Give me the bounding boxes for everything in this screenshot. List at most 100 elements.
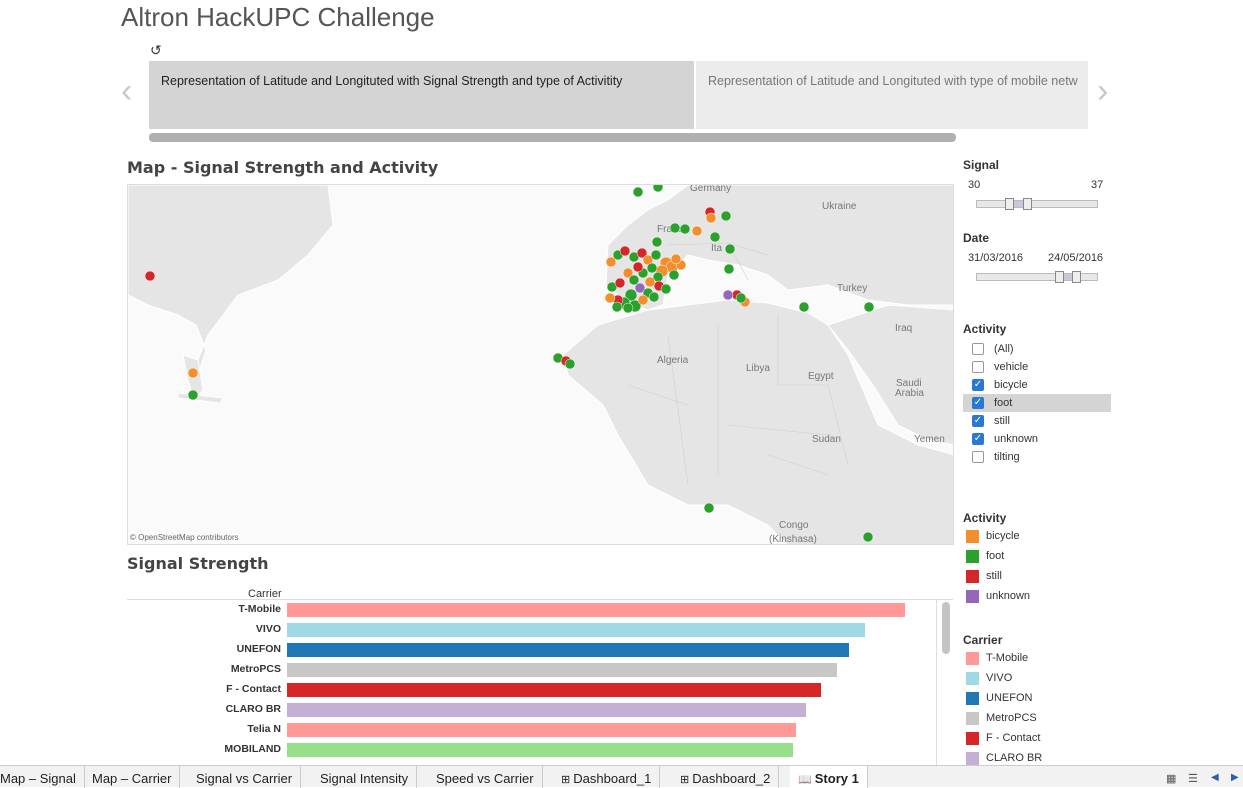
scroll-tabs-right-icon[interactable]: ▶ — [1231, 772, 1239, 783]
map-point — [723, 263, 735, 275]
activity-option-bicycle[interactable]: ✓ bicycle — [972, 379, 1028, 391]
sheet-tab-label: Dashboard_1 — [573, 771, 652, 786]
dashboard-icon: ⊞ — [561, 774, 574, 786]
checkbox-checked[interactable]: ✓ — [972, 415, 984, 427]
sheet-tab[interactable]: ⊞ Dashboard_1 — [553, 766, 661, 788]
checkbox-checked[interactable]: ✓ — [972, 379, 984, 391]
signal-min-value: 30 — [968, 179, 981, 191]
date-min-thumb[interactable] — [1055, 271, 1064, 283]
bar-row[interactable]: CLARO BR — [127, 700, 953, 720]
story-point-2[interactable]: Representation of Latitude and Longitute… — [696, 61, 1088, 129]
map-view[interactable]: Germany Ukraine France Ita Turkey Iraq A… — [127, 184, 954, 545]
map-point — [679, 223, 691, 235]
legend-item[interactable]: unknown — [963, 586, 1030, 606]
legend-item[interactable]: UNEFON — [963, 688, 1042, 708]
legend-item[interactable]: still — [963, 566, 1030, 586]
bar[interactable] — [287, 683, 821, 697]
bar-row[interactable]: UNEFON — [127, 640, 953, 660]
legend-item[interactable]: T-Mobile — [963, 648, 1042, 668]
revert-icon[interactable]: ↺ — [150, 42, 162, 58]
bar[interactable] — [287, 623, 865, 637]
legend-item[interactable]: MetroPCS — [963, 708, 1042, 728]
legend-item[interactable]: F - Contact — [963, 728, 1042, 748]
sheet-tab[interactable]: ⊞ Dashboard_2 — [672, 766, 780, 788]
legend-item[interactable]: foot — [963, 546, 1030, 566]
signal-range-slider[interactable] — [976, 198, 1098, 210]
next-story-point-arrow-icon[interactable]: › — [1097, 72, 1109, 110]
story-point-1[interactable]: Representation of Latitude and Longitute… — [149, 61, 694, 129]
activity-option-unknown[interactable]: ✓ unknown — [972, 433, 1039, 445]
map-point — [703, 502, 715, 514]
map-label: Ita — [711, 243, 723, 254]
sheet-tab-label: Speed vs Carrier — [436, 771, 534, 786]
activity-option-vehicle[interactable]: vehicle — [963, 358, 1111, 376]
sheet-tab[interactable]: Signal Intensity — [312, 766, 418, 788]
chart-vertical-scrollbar[interactable] — [942, 602, 950, 654]
bar[interactable] — [287, 603, 905, 617]
map-point — [648, 291, 660, 303]
sheet-tab[interactable]: Map – Signal — [0, 766, 85, 788]
bar[interactable] — [287, 743, 793, 757]
bar[interactable] — [287, 703, 806, 717]
map-point — [709, 231, 721, 243]
date-range-slider[interactable] — [976, 271, 1098, 283]
map-points[interactable] — [144, 185, 875, 543]
bar-row[interactable]: VIVO — [127, 620, 953, 640]
checkbox-checked[interactable]: ✓ — [972, 397, 984, 409]
checkbox[interactable] — [972, 343, 984, 355]
sheet-tab[interactable]: Speed vs Carrier — [428, 766, 543, 788]
sheet-tab-label: Dashboard_2 — [692, 771, 771, 786]
map-point — [622, 267, 634, 279]
map-label: Turkey — [837, 283, 867, 294]
legend-item[interactable]: bicycle — [963, 526, 1030, 546]
carrier-column-header: Carrier — [248, 588, 282, 600]
bar[interactable] — [287, 643, 849, 657]
date-filter-label: Date — [963, 231, 990, 245]
story-scrollbar[interactable] — [149, 133, 956, 142]
map-point — [634, 282, 646, 294]
activity-option-tilting[interactable]: tilting — [963, 448, 1111, 466]
map-point — [619, 245, 631, 257]
map-point — [660, 283, 672, 295]
previous-story-point-arrow-icon[interactable]: ‹ — [121, 72, 133, 110]
grid-view-icon[interactable]: ▦ — [1166, 773, 1177, 785]
map-point — [637, 294, 649, 306]
list-view-icon[interactable]: ☰ — [1188, 773, 1198, 785]
bar-row[interactable]: MOBILAND — [127, 740, 953, 760]
activity-option-foot[interactable]: ✓ foot — [963, 394, 1111, 412]
checkbox-checked[interactable]: ✓ — [972, 433, 984, 445]
legend-swatch — [966, 671, 979, 685]
sheet-tab-label: Signal Intensity — [320, 771, 409, 786]
map-point — [605, 256, 617, 268]
legend-item[interactable]: CLARO BR — [963, 748, 1042, 768]
carrier-legend: T-Mobile VIVO UNEFON MetroPCS F - Contac… — [963, 648, 1042, 768]
bar-row[interactable]: MetroPCS — [127, 660, 953, 680]
date-slider-selection — [1059, 274, 1075, 280]
signal-min-thumb[interactable] — [1005, 198, 1014, 210]
bar-row[interactable]: Telia N — [127, 720, 953, 740]
map-label: Germany — [690, 185, 731, 194]
checkbox[interactable] — [972, 361, 984, 373]
date-max-thumb[interactable] — [1072, 271, 1081, 283]
bar[interactable] — [287, 663, 837, 677]
activity-legend: bicycle foot still unknown — [963, 526, 1030, 606]
signal-strength-chart[interactable]: T-Mobile VIVO UNEFON MetroPCS F - Contact CLA… — [127, 599, 953, 766]
scroll-tabs-left-icon[interactable]: ◀ — [1211, 772, 1219, 783]
bar-label: T-Mobile — [238, 603, 281, 615]
bar-row[interactable]: F - Contact — [127, 680, 953, 700]
activity-option-still[interactable]: ✓ still — [972, 415, 1010, 427]
bar[interactable] — [287, 723, 796, 737]
sheet-tabs-bar: Map – Signal Map – Carrier Signal vs Carri… — [0, 765, 1243, 788]
map-point — [144, 270, 156, 282]
sheet-tab[interactable]: Signal vs Carrier — [188, 766, 302, 788]
signal-max-thumb[interactable] — [1023, 198, 1032, 210]
map-point — [624, 288, 638, 302]
sheet-tab[interactable]: 📖 Story 1 — [790, 766, 868, 788]
legend-item[interactable]: VIVO — [963, 668, 1042, 688]
map-point — [628, 274, 640, 286]
bar-row[interactable]: T-Mobile — [127, 600, 953, 620]
sheet-tab[interactable]: Map – Carrier — [84, 766, 181, 788]
checkbox[interactable] — [972, 451, 984, 463]
activity-option-all[interactable]: (All) — [963, 340, 1111, 358]
map-label: Ukraine — [822, 201, 857, 212]
